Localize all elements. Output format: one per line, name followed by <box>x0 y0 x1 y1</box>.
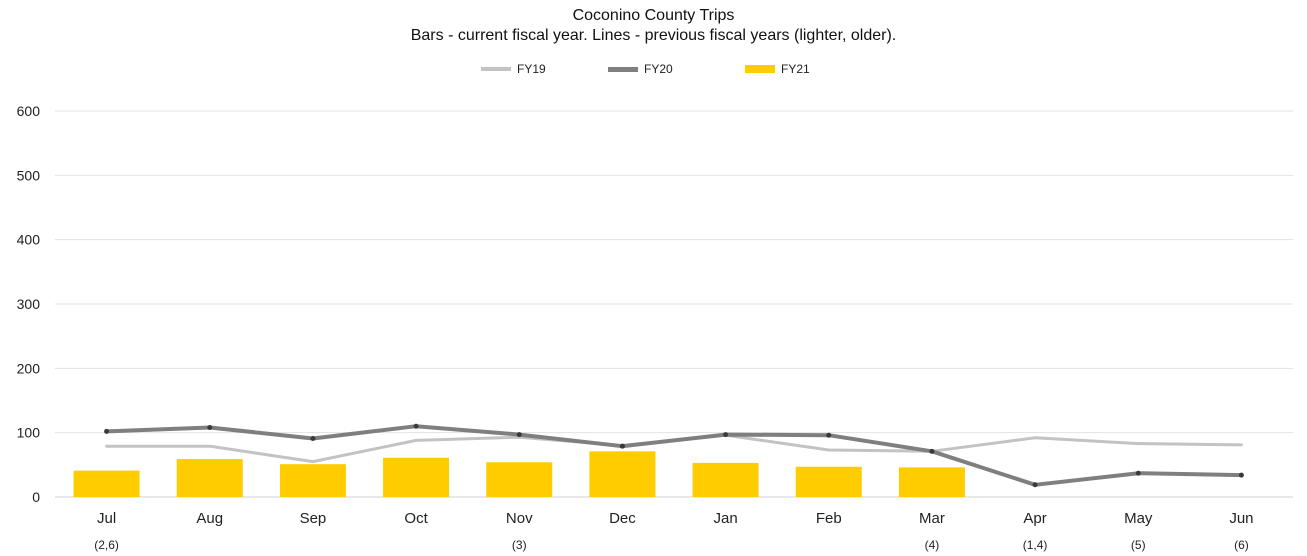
x-tick-note: (1,4) <box>1023 538 1048 552</box>
x-tick-note: (5) <box>1131 538 1146 552</box>
point-fy20-jan <box>723 432 729 438</box>
chart-subtitle: Bars - current fiscal year. Lines - prev… <box>410 27 897 44</box>
x-tick-label: May <box>1124 510 1153 527</box>
legend-swatch-fy21 <box>745 65 775 73</box>
y-tick-label: 400 <box>17 232 41 248</box>
y-tick-label: 100 <box>17 425 41 441</box>
legend-swatch-fy19 <box>481 67 511 71</box>
point-fy20-apr <box>1032 482 1038 488</box>
y-tick-label: 300 <box>17 296 41 312</box>
bar-fy21-oct <box>383 457 450 497</box>
x-tick-label: Jan <box>713 510 737 527</box>
x-tick-note: (4) <box>925 538 940 552</box>
point-fy20-may <box>1135 470 1141 476</box>
bar-fy21-mar <box>898 467 965 497</box>
point-fy20-mar <box>929 448 935 454</box>
legend-item-fy20: FY20 <box>608 62 673 76</box>
chart-legend: FY19 FY20 FY21 <box>0 62 1307 80</box>
legend-label-fy19: FY19 <box>517 62 546 76</box>
x-tick-label: Jun <box>1229 510 1253 527</box>
y-tick-label: 500 <box>17 167 41 183</box>
chart-header: Coconino County Trips Bars - current fis… <box>0 6 1307 46</box>
x-tick-label: Aug <box>196 510 223 527</box>
point-fy20-jul <box>104 428 110 434</box>
point-fy20-feb <box>826 432 832 438</box>
y-tick-label: 600 <box>17 103 41 119</box>
point-fy20-nov <box>516 432 522 438</box>
y-tick-label: 0 <box>32 489 40 505</box>
x-tick-note: (2,6) <box>94 538 119 552</box>
chart-title: Coconino County Trips <box>572 7 735 24</box>
bar-fy21-sep <box>279 464 346 497</box>
point-fy20-aug <box>207 425 213 431</box>
bar-fy21-aug <box>176 459 243 497</box>
legend-swatch-fy20 <box>608 66 638 72</box>
point-fy20-sep <box>310 435 316 441</box>
bar-fy21-feb <box>795 466 862 497</box>
legend-label-fy21: FY21 <box>781 62 810 76</box>
point-fy20-oct <box>413 423 419 429</box>
x-tick-label: Sep <box>300 510 327 527</box>
legend-item-fy19: FY19 <box>481 62 546 76</box>
bar-fy21-nov <box>486 462 553 497</box>
bar-fy21-jul <box>73 470 140 497</box>
x-tick-note: (6) <box>1234 538 1249 552</box>
x-tick-note: (3) <box>512 538 527 552</box>
x-tick-label: Jul <box>97 510 116 527</box>
x-tick-label: Dec <box>609 510 636 527</box>
x-tick-label: Nov <box>506 510 533 527</box>
y-tick-label: 200 <box>17 360 41 376</box>
point-fy20-dec <box>619 443 625 449</box>
bar-fy21-jan <box>692 462 759 497</box>
point-fy20-jun <box>1238 472 1244 478</box>
bar-fy21-dec <box>589 451 656 497</box>
x-tick-label: Feb <box>816 510 842 527</box>
x-tick-label: Mar <box>919 510 945 527</box>
x-tick-label: Oct <box>404 510 428 527</box>
series-line-fy20 <box>104 424 1244 487</box>
x-tick-label: Apr <box>1023 510 1046 527</box>
legend-item-fy21: FY21 <box>745 62 810 76</box>
legend-label-fy20: FY20 <box>644 62 673 76</box>
